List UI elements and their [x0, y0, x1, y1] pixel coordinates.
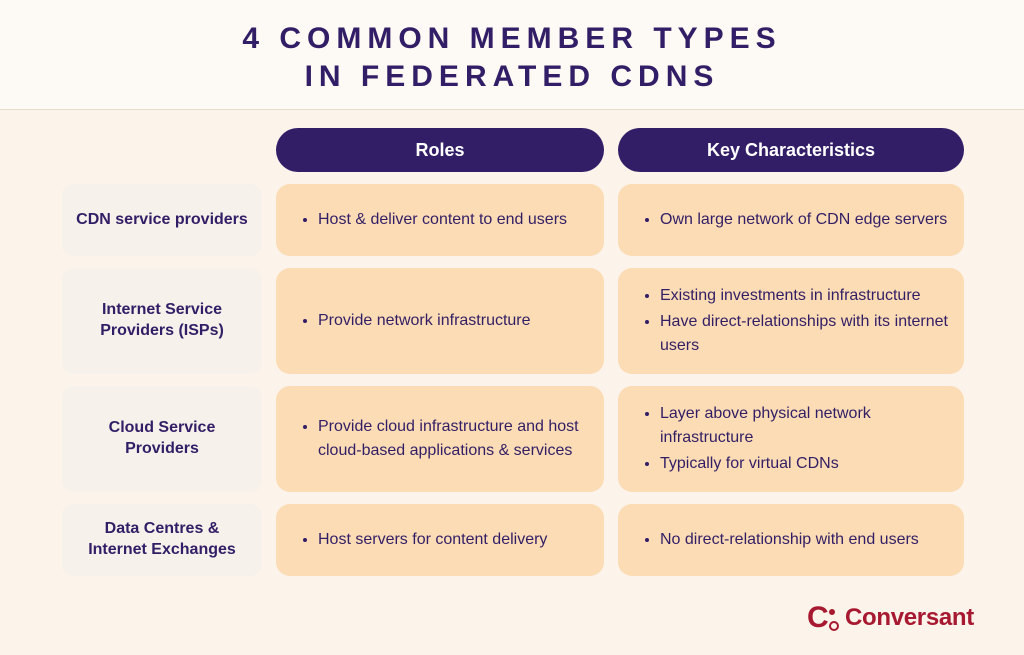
bullet: No direct-relationship with end users: [660, 528, 948, 552]
characteristics-cell: Own large network of CDN edge servers: [618, 184, 964, 256]
logo-text: Conversant: [845, 604, 974, 632]
row-label: Internet Service Providers (ISPs): [62, 268, 262, 374]
column-header-roles: Roles: [276, 128, 604, 172]
row-label: Data Centres & Internet Exchanges: [62, 504, 262, 576]
bullet: Layer above physical network infrastruct…: [660, 402, 948, 450]
roles-cell: Host & deliver content to end users: [276, 184, 604, 256]
page-title-line1: 4 COMMON MEMBER TYPES: [0, 20, 1024, 58]
table-row: Internet Service Providers (ISPs) Provid…: [62, 268, 970, 374]
logo-icon: C: [807, 603, 837, 633]
row-label: CDN service providers: [62, 184, 262, 256]
table-row: CDN service providers Host & deliver con…: [62, 184, 970, 256]
characteristics-cell: Existing investments in infrastructure H…: [618, 268, 964, 374]
brand-logo: C Conversant: [807, 603, 974, 633]
bullet: Have direct-relationships with its inter…: [660, 310, 948, 358]
characteristics-cell: No direct-relationship with end users: [618, 504, 964, 576]
bullet: Own large network of CDN edge servers: [660, 208, 948, 232]
column-header-characteristics: Key Characteristics: [618, 128, 964, 172]
bullet: Typically for virtual CDNs: [660, 452, 948, 476]
table-header-row: Roles Key Characteristics: [62, 128, 970, 172]
bullet: Host servers for content delivery: [318, 528, 588, 552]
bullet: Host & deliver content to end users: [318, 208, 588, 232]
roles-cell: Provide network infrastructure: [276, 268, 604, 374]
roles-cell: Provide cloud infrastructure and host cl…: [276, 386, 604, 492]
table-row: Data Centres & Internet Exchanges Host s…: [62, 504, 970, 576]
table-row: Cloud Service Providers Provide cloud in…: [62, 386, 970, 492]
page-title-line2: IN FEDERATED CDNS: [0, 58, 1024, 96]
bullet: Existing investments in infrastructure: [660, 284, 948, 308]
characteristics-cell: Layer above physical network infrastruct…: [618, 386, 964, 492]
bullet: Provide cloud infrastructure and host cl…: [318, 415, 588, 463]
bullet: Provide network infrastructure: [318, 309, 588, 333]
roles-cell: Host servers for content delivery: [276, 504, 604, 576]
title-block: 4 COMMON MEMBER TYPES IN FEDERATED CDNS: [0, 0, 1024, 110]
member-types-table: Roles Key Characteristics CDN service pr…: [62, 128, 970, 588]
header-spacer: [62, 128, 262, 172]
row-label: Cloud Service Providers: [62, 386, 262, 492]
